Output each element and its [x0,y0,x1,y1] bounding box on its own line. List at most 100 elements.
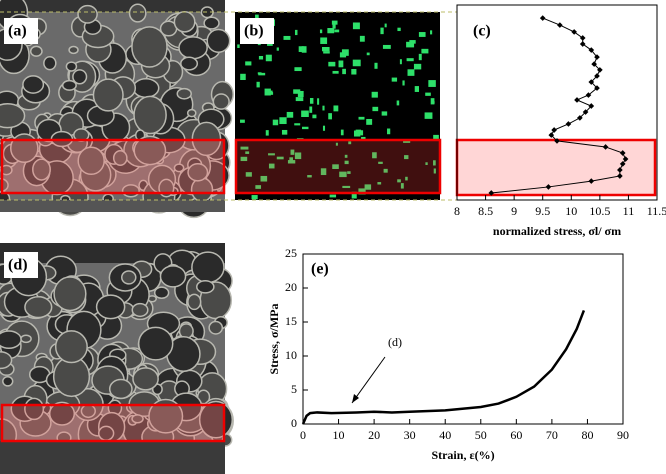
speck [372,106,379,112]
data-point [619,161,626,167]
x-tick-label: 40 [439,428,451,442]
speck [331,20,338,25]
speck [374,62,378,69]
cell [208,320,224,335]
data-point [602,144,609,150]
speck [391,77,398,82]
cell [137,326,174,361]
data-point [585,92,592,98]
speck [418,32,426,37]
speck [327,28,335,34]
speck [295,97,304,102]
speck [268,163,275,169]
panel-label: (c) [473,23,491,40]
speck [293,89,301,94]
speck [400,183,404,189]
speck [359,35,365,42]
speck [338,60,344,68]
data-point [488,190,495,196]
highlight-box [0,403,226,443]
x-tick-label: 20 [368,428,380,442]
cell [95,294,126,320]
cell [186,108,197,118]
data-point [571,29,577,35]
cell [0,102,26,129]
arrow-head [352,394,359,403]
cell [112,149,128,167]
cell [2,375,14,387]
y-tick-label: 15 [285,314,297,328]
speck [294,123,301,126]
speck [344,154,348,158]
speck [358,116,365,120]
cell [43,55,57,71]
speck [258,72,266,76]
cell [180,56,199,71]
cell [92,78,124,112]
speck [268,92,274,95]
y-tick-label: 5 [291,382,297,396]
cell [65,61,78,72]
speck [332,164,339,169]
speck [364,184,372,190]
speck [323,51,330,54]
cell [153,286,170,300]
data-point [617,167,623,173]
cell [24,397,45,421]
speck [255,14,259,20]
speck [396,100,400,106]
speck [240,146,249,150]
data-point [554,138,560,144]
data-point [619,150,626,156]
y-tick-label: 0 [291,416,297,430]
speck [383,168,388,173]
speck [237,44,240,48]
data-point [579,41,586,47]
speck [402,80,405,86]
speck [344,160,349,165]
speck [425,162,428,166]
cell [32,158,51,181]
speck [297,90,304,98]
speck [382,44,391,49]
speck [301,110,309,118]
x-tick-label: 30 [404,428,416,442]
speck [294,152,302,160]
speck [372,152,377,159]
data-point [565,121,572,127]
speck [272,119,279,126]
y-axis-label: Stress, σ/MPa [267,304,281,375]
x-tick-label: 50 [475,428,487,442]
x-tick-label: 8.5 [478,204,493,218]
x-tick-label: 80 [581,428,593,442]
cell [77,146,105,176]
speck [403,140,411,143]
speck [298,46,304,52]
speck [322,47,330,52]
speck [245,61,252,66]
data-point [594,54,600,60]
speck [245,151,250,154]
cell [48,401,76,426]
label-bg [4,252,38,278]
cell [128,3,147,23]
speck [366,118,373,125]
speck [407,69,415,76]
cell [173,11,196,33]
speck [358,188,366,195]
speck [332,23,336,29]
cell [133,95,167,135]
annotation: (d) [388,335,402,349]
cell [132,367,159,391]
panel-label: (a) [8,23,27,40]
x-tick-label: 10 [565,204,577,218]
speck [256,81,260,88]
speck [240,156,248,162]
cell [132,78,160,99]
speck [428,80,436,87]
panel-label: (d) [8,257,28,274]
cell [0,330,22,349]
speck [240,73,246,81]
speck [312,114,317,119]
speck [333,105,339,112]
